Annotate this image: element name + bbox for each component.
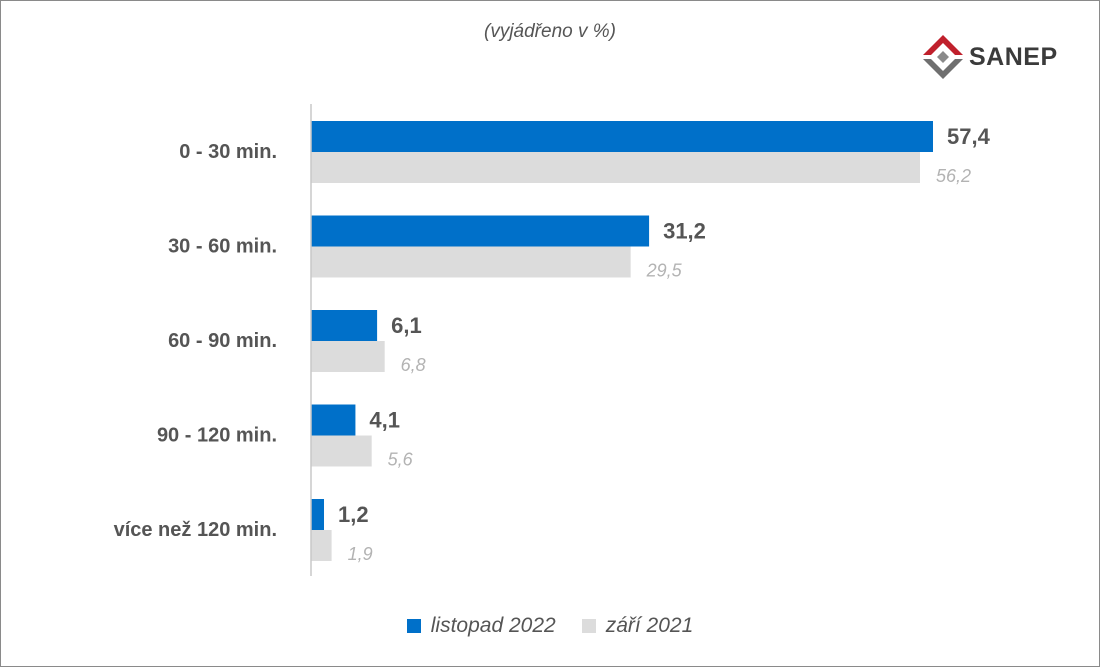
chart-legend: listopad 2022 září 2021 bbox=[1, 614, 1099, 638]
bar-previous-cat-0 bbox=[311, 152, 920, 183]
legend-label-current: listopad 2022 bbox=[430, 614, 556, 637]
value-label-previous-cat-0: 56,2 bbox=[936, 166, 971, 186]
category-label-cat-4: více než 120 min. bbox=[114, 519, 277, 541]
bar-chart: 0 - 30 min. 57,4 56,2 30 - 60 min. 31,2 29,5 6… bbox=[114, 104, 991, 576]
sanep-logo-text: SANEP bbox=[969, 43, 1058, 71]
value-label-current-cat-0: 57,4 bbox=[947, 124, 991, 149]
legend-swatch-current bbox=[406, 619, 421, 633]
bar-previous-cat-2 bbox=[311, 341, 385, 372]
value-label-current-cat-1: 31,2 bbox=[663, 219, 706, 244]
value-label-previous-cat-1: 29,5 bbox=[646, 261, 683, 281]
category-label-cat-2: 60 - 90 min. bbox=[168, 330, 277, 352]
bar-current-cat-2 bbox=[311, 310, 378, 341]
bar-current-cat-3 bbox=[311, 404, 356, 436]
sanep-logo-icon bbox=[923, 35, 963, 79]
value-label-current-cat-4: 1,2 bbox=[338, 502, 369, 527]
value-label-current-cat-2: 6,1 bbox=[391, 313, 422, 338]
legend-swatch-previous bbox=[581, 619, 596, 633]
category-label-cat-3: 90 - 120 min. bbox=[157, 425, 277, 447]
category-label-cat-1: 30 - 60 min. bbox=[168, 236, 277, 258]
bar-current-cat-0 bbox=[311, 121, 933, 152]
value-label-current-cat-3: 4,1 bbox=[369, 408, 400, 433]
bar-current-cat-1 bbox=[311, 215, 650, 247]
value-label-previous-cat-4: 1,9 bbox=[348, 544, 373, 564]
bar-previous-cat-3 bbox=[311, 435, 372, 467]
bar-current-cat-4 bbox=[311, 499, 325, 530]
legend-item-current: listopad 2022 bbox=[406, 614, 556, 638]
value-label-previous-cat-2: 6,8 bbox=[401, 355, 426, 375]
chart-subtitle: (vyjádřeno v %) bbox=[484, 21, 616, 42]
category-label-cat-0: 0 - 30 min. bbox=[179, 141, 277, 163]
value-label-previous-cat-3: 5,6 bbox=[388, 450, 414, 470]
bar-previous-cat-1 bbox=[311, 246, 631, 278]
legend-item-previous: září 2021 bbox=[581, 614, 694, 638]
bar-previous-cat-4 bbox=[311, 530, 332, 561]
legend-label-previous: září 2021 bbox=[605, 614, 694, 637]
sanep-logo: SANEP bbox=[919, 33, 1079, 83]
